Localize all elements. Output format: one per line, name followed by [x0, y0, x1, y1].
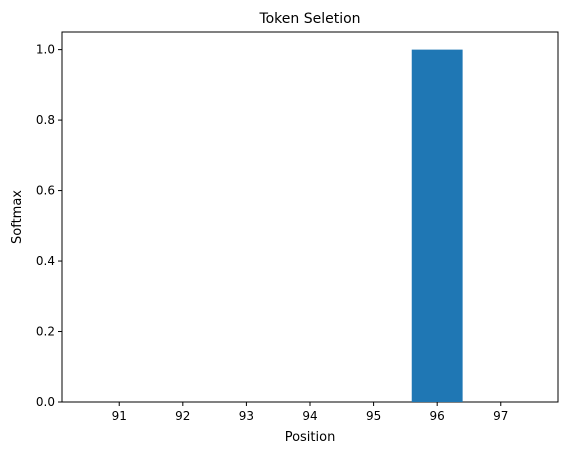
- bars-group: [411, 49, 463, 402]
- chart-title: Token Seletion: [258, 11, 360, 27]
- x-tick-label: 95: [366, 409, 381, 423]
- y-tick-label: 0.8: [36, 113, 55, 127]
- y-tick-label: 0.4: [36, 254, 55, 268]
- y-tick-label: 0.2: [36, 325, 55, 339]
- x-tick-label: 92: [175, 409, 190, 423]
- x-tick-label: 97: [493, 409, 508, 423]
- x-tick-label: 94: [302, 409, 317, 423]
- y-tick-label: 1.0: [36, 43, 55, 57]
- x-tick-label: 91: [112, 409, 127, 423]
- bar-96: [411, 49, 463, 402]
- x-tick-label: 96: [430, 409, 445, 423]
- x-tick-label: 93: [239, 409, 254, 423]
- y-tick-label: 0.0: [36, 395, 55, 409]
- y-axis-label: Softmax: [10, 190, 25, 244]
- plot-area: 91 92 93 94 95 96 97 0.0 0.2 0.4 0.6 0.8 1.0: [36, 31, 559, 423]
- x-axis-ticks: 91 92 93 94 95 96 97: [112, 402, 508, 423]
- plot-frame: [61, 31, 559, 403]
- y-axis-ticks: 0.0 0.2 0.4 0.6 0.8 1.0: [36, 43, 62, 409]
- x-axis-label: Position: [285, 430, 336, 445]
- y-tick-label: 0.6: [36, 184, 55, 198]
